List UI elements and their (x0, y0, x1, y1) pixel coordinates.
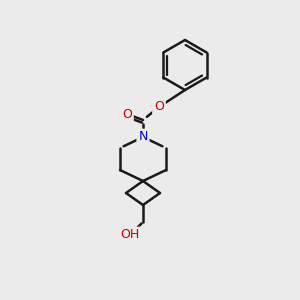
Text: O: O (154, 100, 164, 113)
Text: O: O (122, 107, 132, 121)
Text: N: N (138, 130, 148, 143)
Text: OH: OH (120, 229, 140, 242)
